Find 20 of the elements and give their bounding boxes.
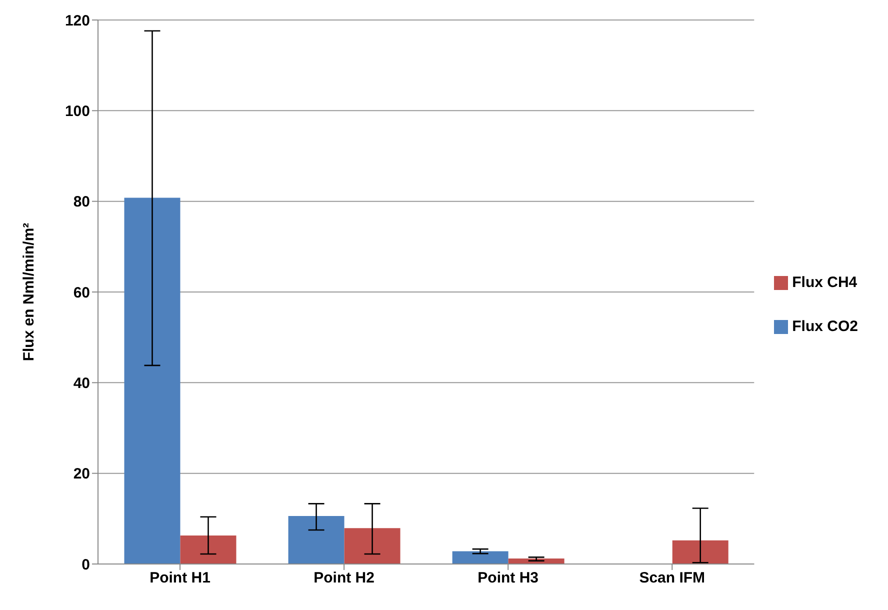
- x-tick-label: Point H1: [150, 570, 210, 587]
- x-tick-label: Point H3: [478, 570, 539, 587]
- legend-label: Flux CH4: [792, 274, 858, 291]
- bar: [344, 528, 400, 564]
- y-tick-label: 20: [73, 466, 90, 483]
- bar: [672, 540, 728, 564]
- y-tick-label: 60: [73, 284, 90, 302]
- y-tick-label: 40: [73, 374, 90, 392]
- y-tick-label: 80: [73, 194, 90, 211]
- bar: [180, 535, 236, 564]
- bar: [124, 198, 180, 564]
- y-axis-title: Flux en Nml/min/m²: [20, 222, 38, 362]
- x-tick-label: Point H2: [314, 570, 374, 587]
- bar: [288, 516, 344, 564]
- y-tick-label: 0: [82, 556, 90, 574]
- legend-label: Flux CO2: [792, 318, 858, 335]
- bar: [452, 551, 508, 564]
- x-tick-label: Scan IFM: [639, 570, 706, 587]
- y-tick-label: 100: [64, 102, 90, 120]
- y-tick-label: 120: [64, 12, 90, 30]
